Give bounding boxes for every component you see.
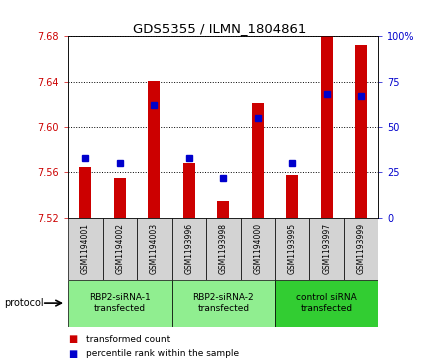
Text: GSM1193998: GSM1193998 [219, 223, 228, 274]
Text: GSM1193996: GSM1193996 [184, 223, 193, 274]
Bar [275, 218, 309, 280]
Bar [114, 178, 126, 218]
Text: GSM1193999: GSM1193999 [357, 223, 366, 274]
Text: protocol: protocol [4, 298, 44, 308]
Bar [68, 280, 172, 327]
Text: percentile rank within the sample: percentile rank within the sample [86, 350, 239, 358]
Bar [183, 163, 195, 218]
Text: GSM1194003: GSM1194003 [150, 223, 159, 274]
Bar [68, 218, 103, 280]
Text: GSM1193997: GSM1193997 [322, 223, 331, 274]
Text: transformed count: transformed count [86, 335, 170, 344]
Bar [79, 167, 92, 218]
Bar [275, 280, 378, 327]
Text: GDS5355 / ILMN_1804861: GDS5355 / ILMN_1804861 [133, 22, 307, 35]
Text: RBP2-siRNA-2
transfected: RBP2-siRNA-2 transfected [192, 293, 254, 313]
Text: control siRNA
transfected: control siRNA transfected [296, 293, 357, 313]
Bar [103, 218, 137, 280]
Bar [252, 103, 264, 218]
Bar [309, 218, 344, 280]
Text: GSM1194000: GSM1194000 [253, 223, 262, 274]
Bar [172, 280, 275, 327]
Bar [286, 175, 298, 218]
Bar [148, 81, 161, 218]
Bar [241, 218, 275, 280]
Text: ■: ■ [68, 334, 77, 344]
Text: RBP2-siRNA-1
transfected: RBP2-siRNA-1 transfected [89, 293, 151, 313]
Bar [137, 218, 172, 280]
Bar [355, 45, 367, 218]
Bar [321, 34, 333, 218]
Bar [206, 218, 241, 280]
Text: GSM1194002: GSM1194002 [115, 223, 125, 274]
Bar [172, 218, 206, 280]
Text: ■: ■ [68, 349, 77, 359]
Bar [217, 201, 229, 218]
Text: GSM1193995: GSM1193995 [288, 223, 297, 274]
Bar [344, 218, 378, 280]
Text: GSM1194001: GSM1194001 [81, 223, 90, 274]
